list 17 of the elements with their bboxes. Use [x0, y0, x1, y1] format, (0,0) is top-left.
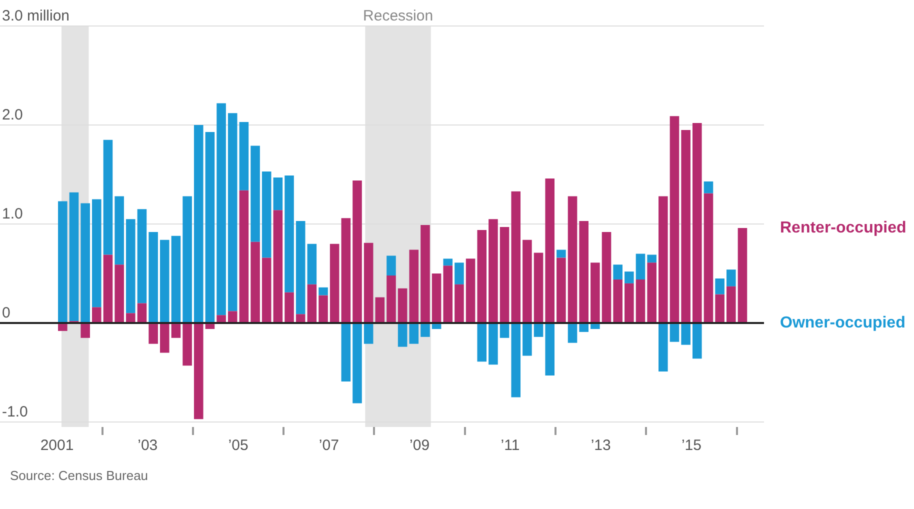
text: Renter-occupied: [780, 219, 906, 236]
source-note: Source: Census Bureau: [10, 468, 148, 483]
x-tick-label: ’03: [138, 437, 158, 454]
x-tick-label: ’07: [318, 437, 339, 454]
y-tick-label: 0: [2, 304, 10, 322]
y-tick-label: 1.0: [2, 206, 23, 223]
x-tick-label: ’13: [590, 437, 611, 454]
x-tick-label: ’15: [681, 437, 702, 454]
text: Owner-occupied: [780, 314, 906, 332]
x-tick-label: 2001: [40, 437, 74, 454]
x-tick-label: ’05: [228, 437, 248, 454]
x-tick-label: ’11: [500, 437, 520, 454]
x-tick-label: ’09: [410, 437, 430, 454]
y-tick-label: -1.0: [2, 404, 28, 421]
y-tick-label: 3.0 million: [2, 8, 70, 25]
y-tick-label: 2.0: [2, 106, 23, 124]
band-label: Recession: [363, 8, 434, 25]
